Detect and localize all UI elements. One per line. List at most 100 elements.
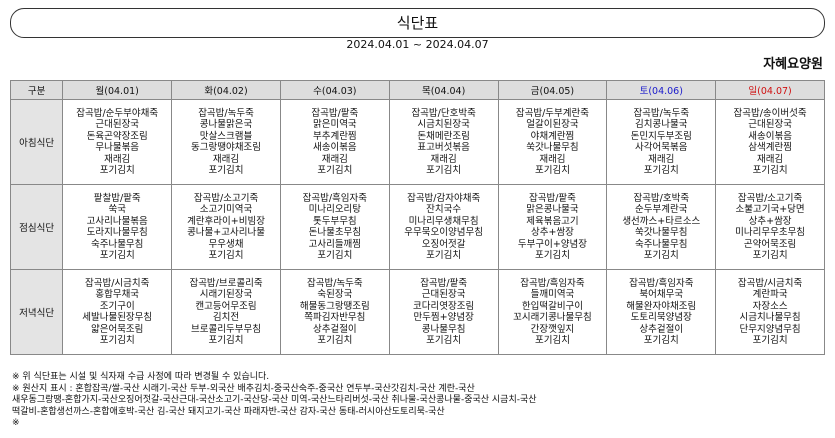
menu-cell: 잡곡밥/흑임자죽 북어채무국 해물완자야채조림 도토리묵양념장 상추겉절이 포기김치 bbox=[606, 269, 717, 355]
menu-item: 잡곡밥/팥죽 bbox=[420, 277, 468, 289]
menu-item: 돈민지두부조림 bbox=[630, 130, 692, 142]
menu-cell: 잡곡밥/팥죽 맑은미역국 부추계란찜 새송이볶음 재래김 포기김치 bbox=[279, 99, 390, 185]
menu-item: 잡곡밥/시금치죽 bbox=[85, 277, 150, 289]
column-header: 수(04.03) bbox=[279, 80, 390, 100]
meal-row: 점심식단 팥찰밥/팥죽 쑥국 고사리나물볶음 도라지나물무침 숙주나물무침 포기김치 잡곡밥/… bbox=[9, 184, 825, 270]
menu-cell: 잡곡밥/녹두죽 콩나물맑은국 맛살스크램블 동그랑땡야채조림 재래김 포기김치 bbox=[171, 99, 281, 185]
menu-cell: 잡곡밥/호박죽 순두부계란국 생선까스+타르소스 쑥갓나물무침 숙주나물무침 포기김치 bbox=[606, 184, 717, 270]
menu-cell: 잡곡밥/팥죽 맑은콩나물국 제육볶음고기 상추+쌈장 두부구이+양념장 포기김치 bbox=[497, 184, 608, 270]
menu-item: 포기김치 bbox=[643, 250, 679, 261]
menu-item: 소고기미역국 bbox=[199, 204, 253, 215]
menu-item: 포기김치 bbox=[426, 335, 462, 346]
menu-item: 시금치된장국 bbox=[417, 119, 470, 130]
menu-item: 포기김치 bbox=[534, 250, 570, 261]
menu-item: 시래기된장국 bbox=[199, 289, 253, 300]
menu-item: 상추+쌈장 bbox=[530, 227, 574, 238]
table-body: 아침식단 잡곡밥/순두부야채죽 근대된장국 돈육곤약장조림 무나물볶음 재래김 포기김치 잡곡… bbox=[9, 99, 825, 355]
menu-cell: 잡곡밥/감자야채죽 잔치국수 미나리무생채무침 우무묵오이양념무침 오징어젓갈 포기김치 bbox=[388, 184, 499, 270]
menu-item: 포기김치 bbox=[99, 165, 135, 176]
menu-item: 동그랑땡야채조림 bbox=[191, 142, 261, 153]
menu-item: 재래김 bbox=[648, 153, 675, 165]
menu-item: 세발나물된장무침 bbox=[82, 312, 153, 323]
menu-item: 오징어젓갈 bbox=[421, 238, 466, 250]
menu-item: 제육볶음고기 bbox=[526, 215, 579, 227]
menu-item: 근대된장국 bbox=[95, 119, 140, 130]
note-line: ※ 원산지 표시 : 혼합잡곡/쌀-국산 시래기-국산 두부-외국산 배추김치-… bbox=[12, 383, 475, 394]
menu-item: 잡곡밥/소고기죽 bbox=[193, 192, 259, 204]
menu-item: 새송이볶음 bbox=[748, 130, 792, 142]
menu-cell: 잡곡밥/소고기죽 소고기미역국 계란후라이+비빔장 콩나물+고사리나물 무우생채 포기김치 bbox=[171, 184, 281, 270]
column-header: 월(04.01) bbox=[62, 80, 173, 100]
menu-item: 맑은미역국 bbox=[312, 119, 357, 130]
menu-cell: 잡곡밥/시금치죽 계란파국 자장소스 시금치나물무침 단무지양념무침 포기김치 bbox=[715, 269, 825, 355]
menu-item: 잡곡밥/순두부야채죽 bbox=[76, 107, 159, 119]
date-range: 2024.04.01 ~ 2024.04.07 bbox=[346, 38, 489, 51]
menu-cell: 잡곡밥/녹두죽 김치콩나물국 돈민지두부조림 사각어묵볶음 재래김 포기김치 bbox=[606, 99, 717, 185]
menu-item: 잡곡밥/호박죽 bbox=[633, 192, 690, 204]
column-header: 금(04.05) bbox=[497, 80, 608, 100]
menu-item: 포기김치 bbox=[208, 335, 244, 346]
menu-cell: 잡곡밥/흑임자죽 들깨미역국 한입떡갈비구이 꼬시래기콩나물무침 간장깻잎지 포기김치 bbox=[497, 269, 608, 355]
menu-item: 톳두부무침 bbox=[312, 215, 357, 227]
menu-item: 미나리무우초무침 bbox=[735, 227, 806, 238]
menu-item: 조기구이 bbox=[99, 300, 135, 312]
meal-row: 저녁식단 잡곡밥/시금치죽 홍합무채국 조기구이 세발나물된장무침 얇은어묵조림 포기김치 잡… bbox=[9, 269, 825, 355]
menu-item: 포기김치 bbox=[208, 250, 244, 261]
menu-item: 포기김치 bbox=[643, 165, 679, 176]
menu-item: 계란후라이+비빔장 bbox=[187, 215, 265, 227]
menu-item: 잡곡밥/녹두죽 bbox=[633, 107, 690, 119]
menu-item: 포기김치 bbox=[534, 165, 570, 176]
menu-item: 만두찜+양념장 bbox=[413, 312, 474, 323]
menu-item: 잡곡밥/브로콜리죽 bbox=[189, 277, 263, 289]
menu-item: 잡곡밥/녹두죽 bbox=[198, 107, 254, 119]
menu-item: 포기김치 bbox=[317, 250, 353, 261]
menu-item: 잡곡밥/단호박죽 bbox=[411, 107, 476, 119]
column-header: 토(04.06) bbox=[606, 80, 717, 100]
menu-cell: 팥찰밥/팥죽 쑥국 고사리나물볶음 도라지나물무침 숙주나물무침 포기김치 bbox=[62, 184, 173, 270]
menu-item: 무우생채 bbox=[208, 238, 244, 250]
menu-item: 잔치국수 bbox=[426, 204, 462, 215]
menu-cell: 잡곡밥/소고기죽 소불고기국+당면 상추+쌈장 미나리무우초무침 곤약어묵조림 포기김치 bbox=[715, 184, 825, 270]
menu-item: 김치전 bbox=[212, 312, 240, 323]
menu-item: 포기김치 bbox=[317, 165, 353, 176]
menu-item: 꼬시래기콩나물무침 bbox=[513, 312, 592, 323]
menu-cell: 잡곡밥/두부계란죽 얼갈이된장국 야채계란찜 쑥갓나물무침 재래김 포기김치 bbox=[497, 99, 608, 185]
menu-item: 부추계란찜 bbox=[312, 130, 357, 142]
menu-item: 쑥갓나물무침 bbox=[526, 142, 579, 153]
menu-item: 쑥국 bbox=[108, 204, 126, 215]
menu-item: 사각어묵볶음 bbox=[635, 142, 688, 153]
menu-item: 곤약어묵조림 bbox=[743, 238, 797, 250]
menu-item: 잡곡밥/송이버섯죽 bbox=[733, 107, 807, 119]
menu-item: 표고버섯볶음 bbox=[417, 142, 470, 153]
menu-item: 김치콩나물국 bbox=[635, 119, 688, 130]
menu-item: 홍합무채국 bbox=[95, 289, 140, 300]
menu-item: 고사리나물볶음 bbox=[86, 215, 148, 227]
menu-item: 포기김치 bbox=[208, 165, 244, 176]
menu-item: 미나리무생채무침 bbox=[408, 215, 479, 227]
menu-item: 콩나물+고사리나물 bbox=[187, 227, 265, 238]
menu-item: 돈나물초무침 bbox=[308, 227, 362, 238]
menu-item: 쪽파김자반무침 bbox=[304, 312, 366, 323]
menu-item: 재래김 bbox=[539, 153, 566, 165]
menu-item: 콩나물맑은국 bbox=[199, 119, 253, 130]
menu-item: 잡곡밥/두부계란죽 bbox=[515, 107, 590, 119]
title: 식단표 bbox=[10, 8, 825, 38]
menu-item: 잡곡밥/소고기죽 bbox=[737, 192, 803, 204]
menu-cell: 잡곡밥/단호박죽 시금치된장국 돈채메란조림 표고버섯볶음 재래김 포기김치 bbox=[388, 99, 499, 185]
menu-item: 삼색계란찜 bbox=[748, 142, 792, 153]
menu-item: 잡곡밥/시금치죽 bbox=[737, 277, 803, 289]
menu-item: 맛살스크램블 bbox=[199, 130, 253, 142]
menu-item: 얼갈이된장국 bbox=[526, 119, 579, 130]
menu-item: 맑은콩나물국 bbox=[526, 204, 579, 215]
menu-item: 상추겉절이 bbox=[639, 323, 684, 335]
menu-item: 우무묵오이양념무침 bbox=[404, 227, 483, 238]
menu-cell: 잡곡밥/송이버섯죽 근대된장국 새송이볶음 삼색계란찜 재래김 포기김치 bbox=[715, 99, 825, 185]
column-header: 목(04.04) bbox=[388, 80, 499, 100]
header-row: 구분 월(04.01) 화(04.02) 수(04.03) 목(04.04) 금(04.0… bbox=[9, 80, 825, 100]
menu-cell: 잡곡밥/흑임자죽 미나리오리탕 톳두부무침 돈나물초무침 고사리들깨찜 포기김치 bbox=[279, 184, 390, 270]
menu-item: 포기김치 bbox=[426, 165, 462, 176]
menu-item: 잡곡밥/녹두죽 bbox=[307, 277, 363, 289]
menu-item: 팥찰밥/팥죽 bbox=[93, 192, 141, 204]
menu-table: 구분 월(04.01) 화(04.02) 수(04.03) 목(04.04) 금(04.0… bbox=[9, 80, 825, 355]
